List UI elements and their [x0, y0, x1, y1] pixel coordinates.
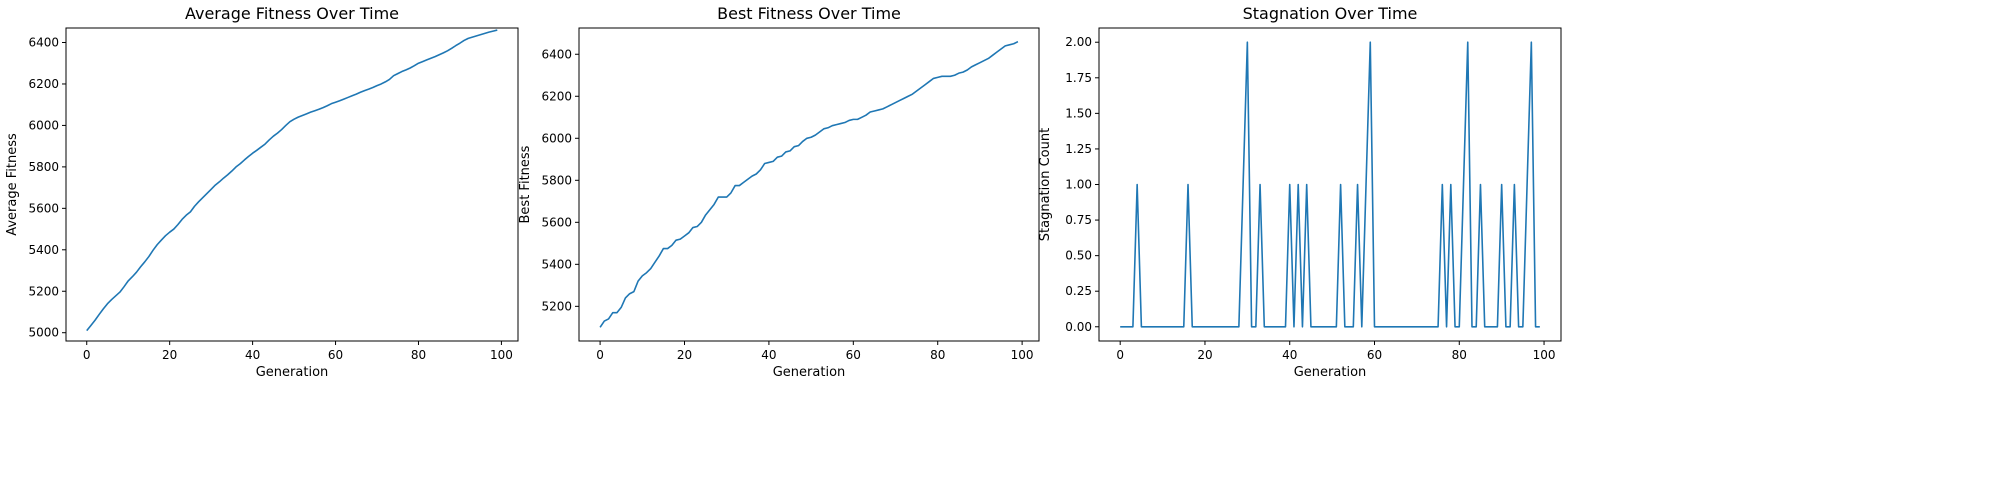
- stagnation-x-tick-label: 100: [1533, 348, 1556, 362]
- average-fitness-y-axis-label: Average Fitness: [5, 133, 20, 236]
- average-fitness-x-tick-label: 80: [411, 348, 426, 362]
- stagnation-y-tick-label: 0.25: [1065, 284, 1092, 298]
- best-fitness-y-tick-label: 5800: [541, 173, 572, 187]
- best-fitness-y-tick-label: 5400: [541, 257, 572, 271]
- average-fitness-x-tick-label: 20: [162, 348, 177, 362]
- best-fitness-axes-frame: [578, 27, 1040, 342]
- average-fitness-title: Average Fitness Over Time: [185, 4, 399, 23]
- stagnation-y-tick-label: 1.75: [1065, 71, 1092, 85]
- best-fitness-x-tick-label: 0: [596, 348, 604, 362]
- stagnation-x-tick-label: 80: [1452, 348, 1467, 362]
- stagnation-y-tick-label: 1.25: [1065, 142, 1092, 156]
- average-fitness-y-tick-label: 5600: [28, 201, 59, 215]
- average-fitness-axes-frame: [65, 27, 519, 342]
- stagnation-x-tick-label: 20: [1197, 348, 1212, 362]
- stagnation-title: Stagnation Over Time: [1243, 4, 1418, 23]
- best-fitness-series-line: [599, 40, 1019, 328]
- average-fitness-chart: 0 20 40 60 80 100 5000 5200 5400 5600 5800 6000 6200…: [5, 4, 519, 380]
- stagnation-y-tick-label: 1.00: [1065, 178, 1092, 192]
- best-fitness-title: Best Fitness Over Time: [717, 4, 901, 23]
- best-fitness-x-tick-label: 100: [1011, 348, 1034, 362]
- stagnation-y-tick-label: 0.75: [1065, 213, 1092, 227]
- best-fitness-y-tick-label: 6400: [541, 47, 572, 61]
- stagnation-chart: 0 20 40 60 80 100 0.00 0.25 0.50 0.75 1.00 1.25 1.50…: [1038, 4, 1562, 380]
- average-fitness-x-tick-label: 60: [328, 348, 343, 362]
- average-fitness-x-tick-label: 40: [245, 348, 260, 362]
- stagnation-x-axis-label: Generation: [1294, 365, 1367, 380]
- stagnation-y-tick-label: 1.50: [1065, 106, 1092, 120]
- average-fitness-y-tick-label: 5200: [28, 284, 59, 298]
- stagnation-x-tick-label: 40: [1282, 348, 1297, 362]
- average-fitness-x-tick-label: 0: [83, 348, 91, 362]
- best-fitness-chart: 0 20 40 60 80 100 5200 5400 5600 5800 6000 6200 6400…: [518, 4, 1040, 380]
- stagnation-x-tick-label: 0: [1116, 348, 1124, 362]
- best-fitness-y-tick-label: 6000: [541, 131, 572, 145]
- best-fitness-x-tick-label: 20: [677, 348, 692, 362]
- average-fitness-y-tick-label: 5800: [28, 160, 59, 174]
- stagnation-y-tick-label: 0.50: [1065, 249, 1092, 263]
- average-fitness-y-tick-label: 6200: [28, 77, 59, 91]
- stagnation-y-tick-label: 0.00: [1065, 320, 1092, 334]
- best-fitness-y-tick-label: 5600: [541, 215, 572, 229]
- average-fitness-series-line: [86, 29, 498, 332]
- average-fitness-x-tick-label: 100: [490, 348, 513, 362]
- average-fitness-y-tick-label: 5400: [28, 243, 59, 257]
- stagnation-y-tick-label: 2.00: [1065, 35, 1092, 49]
- best-fitness-x-axis-label: Generation: [773, 365, 846, 380]
- best-fitness-y-axis-label: Best Fitness: [518, 145, 533, 223]
- best-fitness-x-tick-label: 80: [930, 348, 945, 362]
- best-fitness-x-tick-label: 40: [761, 348, 776, 362]
- average-fitness-y-tick-label: 6000: [28, 118, 59, 132]
- average-fitness-y-tick-label: 5000: [28, 326, 59, 340]
- stagnation-series-line: [1120, 41, 1540, 328]
- best-fitness-y-tick-label: 6200: [541, 89, 572, 103]
- best-fitness-y-tick-label: 5200: [541, 299, 572, 313]
- average-fitness-x-axis-label: Generation: [256, 365, 329, 380]
- stagnation-y-axis-label: Stagnation Count: [1038, 128, 1053, 241]
- stagnation-x-tick-label: 60: [1367, 348, 1382, 362]
- average-fitness-y-tick-label: 6400: [28, 36, 59, 50]
- best-fitness-x-tick-label: 60: [846, 348, 861, 362]
